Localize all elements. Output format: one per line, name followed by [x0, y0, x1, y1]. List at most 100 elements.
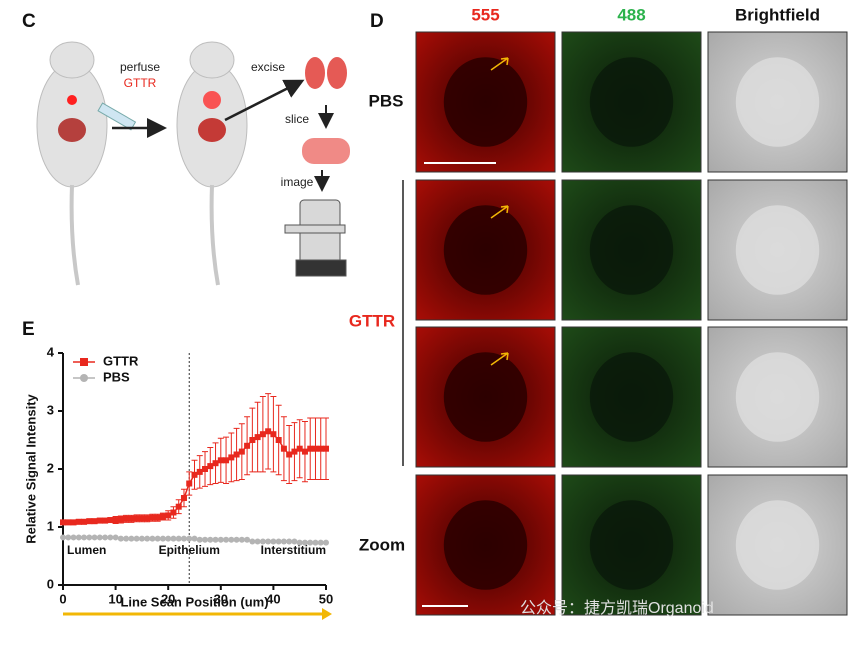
marker: [144, 515, 151, 522]
marker: [186, 480, 193, 487]
marker: [228, 536, 235, 543]
marker: [133, 535, 140, 542]
arrow: [490, 205, 509, 219]
marker: [75, 534, 82, 541]
marker: [249, 437, 256, 443]
marker: [149, 535, 156, 542]
marker: [217, 536, 224, 543]
legend-label: GTTR: [103, 353, 139, 368]
y-tick-label: 1: [47, 518, 54, 533]
marker: [280, 445, 287, 452]
marker: [233, 536, 240, 543]
marker: [207, 463, 214, 470]
marker: [312, 539, 319, 546]
marker: [86, 534, 93, 541]
marker: [159, 535, 166, 542]
marker: [307, 539, 314, 546]
lumen: [589, 500, 674, 590]
marker: [170, 535, 177, 542]
step-label: GTTR: [124, 76, 157, 90]
marker: [159, 513, 166, 520]
marker: [223, 457, 230, 464]
marker: [65, 519, 72, 526]
marker: [117, 516, 124, 523]
lumen: [589, 352, 674, 442]
step-label: perfuse: [120, 60, 160, 74]
marker: [291, 538, 298, 545]
marker: [165, 512, 172, 519]
marker: [202, 466, 209, 472]
x-tick-label: 30: [214, 591, 228, 606]
row-label: GTTR: [349, 311, 395, 330]
marker: [117, 535, 124, 542]
marker: [81, 518, 88, 525]
lumen: [443, 205, 528, 295]
marker: [212, 536, 219, 543]
marker: [259, 538, 266, 545]
region-label: Lumen: [67, 543, 106, 557]
region-label: Interstitium: [261, 543, 326, 557]
marker: [102, 517, 109, 524]
marker: [291, 448, 298, 455]
marker: [296, 445, 303, 452]
y-tick-label: 4: [47, 344, 55, 359]
lumen: [735, 57, 820, 147]
marker: [70, 534, 77, 541]
marker: [186, 535, 193, 542]
marker: [96, 517, 103, 524]
lumen: [443, 500, 528, 590]
mouse-illustration: [36, 41, 248, 286]
marker: [307, 445, 314, 452]
marker: [317, 539, 324, 546]
region-label: Epithelium: [159, 543, 220, 557]
marker: [154, 535, 161, 542]
marker: [244, 536, 251, 543]
x-axis-title: Line Scan Position (um): [120, 594, 268, 609]
marker: [275, 538, 282, 545]
x-tick-label: 0: [59, 591, 66, 606]
marker: [265, 428, 272, 435]
marker: [91, 518, 98, 525]
lumen: [443, 352, 528, 442]
marker: [238, 536, 245, 543]
marker: [259, 431, 266, 438]
marker: [128, 535, 135, 542]
watermark: 公众号：捷方凯瑞Organoid: [520, 599, 714, 617]
y-axis-title: Relative Signal Intensity: [23, 393, 38, 543]
legend-label: PBS: [103, 369, 130, 384]
marker: [223, 536, 230, 543]
marker: [123, 515, 130, 522]
marker: [312, 445, 319, 452]
marker: [286, 451, 293, 458]
kidney: [327, 57, 347, 89]
marker: [149, 514, 156, 521]
panel-label: D: [370, 11, 384, 32]
marker: [317, 445, 324, 452]
marker: [91, 534, 98, 541]
marker: [112, 517, 119, 524]
marker: [270, 538, 277, 545]
marker: [191, 471, 198, 478]
marker: [238, 448, 245, 455]
column-label: 555: [471, 5, 499, 24]
row-label: Zoom: [359, 535, 405, 554]
marker: [296, 539, 303, 546]
x-tick-label: 20: [161, 591, 175, 606]
marker: [254, 434, 261, 441]
marker: [217, 457, 224, 464]
step-label: slice: [285, 112, 309, 126]
lumen: [735, 205, 820, 295]
marker: [123, 535, 130, 542]
marker: [244, 442, 251, 449]
marker: [323, 445, 329, 452]
marker: [191, 535, 198, 542]
marker: [228, 454, 235, 461]
marker: [280, 538, 287, 545]
marker: [70, 519, 77, 526]
marker: [60, 519, 66, 526]
marker: [180, 535, 187, 542]
kidney: [305, 57, 325, 89]
lumen: [589, 57, 674, 147]
lumen: [735, 500, 820, 590]
